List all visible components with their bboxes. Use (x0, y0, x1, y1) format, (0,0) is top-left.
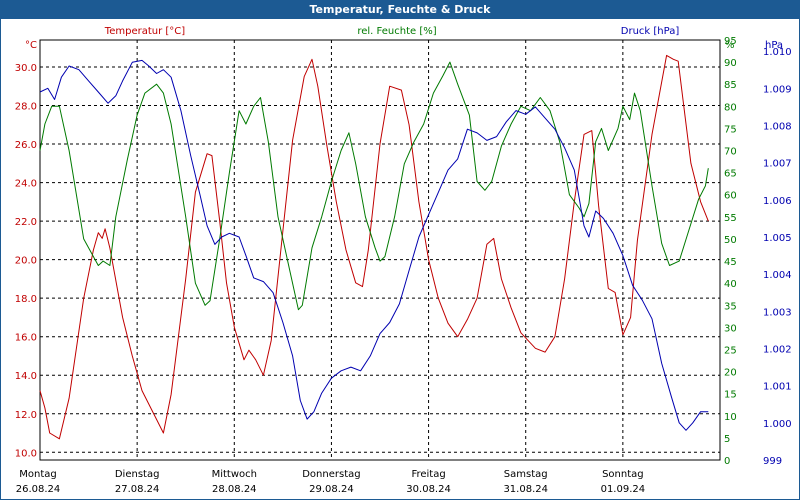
humidity-tick-label: 85 (724, 80, 737, 91)
date-label: 31.08.24 (503, 484, 548, 495)
temperature-tick-label: 16.0 (15, 333, 37, 344)
temperature-tick-label: 14.0 (15, 371, 37, 382)
pressure-tick-label: 1.000 (763, 419, 792, 430)
date-label: 30.08.24 (406, 484, 451, 495)
axis-labels: 10.0 12.0 14.0 16.0 18.0 20.0 22.0 24.0 26.0 28.0… (15, 26, 792, 495)
day-label: Freitag (411, 469, 445, 480)
date-label: 26.08.24 (16, 484, 61, 495)
humidity-tick-label: 55 (724, 213, 737, 224)
humidity-tick-label: 95 (724, 36, 737, 47)
day-label: Samstag (504, 469, 548, 480)
pressure-tick-label: 1.007 (763, 159, 792, 170)
date-label: 01.09.24 (601, 484, 646, 495)
humidity-tick-label: 70 (724, 147, 737, 158)
series-line-temperature (39, 54, 709, 440)
temperature-tick-label: 22.0 (15, 217, 37, 228)
pressure-tick-label: 1.001 (763, 382, 792, 393)
pressure-tick-label: 999 (763, 456, 782, 467)
temperature-tick-label: 30.0 (15, 63, 37, 74)
day-label: Dienstag (115, 469, 160, 480)
humidity-tick-label: 10 (724, 412, 737, 423)
humidity-tick-label: 75 (724, 124, 737, 135)
pressure-tick-label: 1.008 (763, 121, 792, 132)
humidity-tick-label: 15 (724, 390, 737, 401)
temperature-tick-label: 20.0 (15, 256, 37, 267)
humidity-tick-label: 45 (724, 257, 737, 268)
humidity-tick-label: 90 (724, 58, 737, 69)
legend-pressure: Druck [hPa] (621, 26, 680, 37)
humidity-tick-label: 35 (724, 301, 737, 312)
pressure-tick-label: 1.002 (763, 344, 792, 355)
day-label: Mittwoch (212, 469, 257, 480)
series-line-pressure (39, 59, 709, 431)
series-lines (39, 54, 709, 440)
temperature-tick-label: 24.0 (15, 179, 37, 190)
humidity-tick-label: 80 (724, 102, 737, 113)
legend-temperature: Temperatur [°C] (104, 26, 185, 37)
temperature-tick-label: 12.0 (15, 410, 37, 421)
humidity-tick-label: 30 (724, 323, 737, 334)
temperature-tick-label: 18.0 (15, 294, 37, 305)
humidity-tick-label: 0 (724, 456, 730, 467)
day-label: Montag (19, 469, 56, 480)
pressure-tick-label: 1.003 (763, 307, 792, 318)
temperature-tick-label: 28.0 (15, 102, 37, 113)
pressure-unit: hPa (765, 40, 783, 51)
day-label: Sonntag (602, 469, 644, 480)
humidity-tick-label: 40 (724, 279, 737, 290)
temperature-unit: °C (25, 40, 37, 51)
humidity-unit: % (725, 40, 735, 51)
temperature-tick-label: 26.0 (15, 140, 37, 151)
pressure-tick-label: 1.006 (763, 196, 792, 207)
plot-frame (39, 39, 721, 461)
series-line-humidity (39, 61, 709, 311)
humidity-tick-label: 25 (724, 345, 737, 356)
humidity-tick-label: 20 (724, 368, 737, 379)
pressure-tick-label: 1.010 (763, 47, 792, 58)
date-label: 29.08.24 (309, 484, 354, 495)
pressure-tick-label: 1.004 (763, 270, 792, 281)
humidity-tick-label: 50 (724, 235, 737, 246)
pressure-tick-label: 1.009 (763, 84, 792, 95)
date-label: 28.08.24 (212, 484, 257, 495)
humidity-tick-label: 5 (724, 434, 730, 445)
legend-humidity: rel. Feuchte [%] (357, 26, 436, 37)
window-title: Temperatur, Feuchte & Druck (0, 0, 800, 19)
grid (39, 39, 721, 461)
day-label: Donnerstag (302, 469, 360, 480)
temperature-tick-label: 10.0 (15, 448, 37, 459)
humidity-tick-label: 65 (724, 169, 737, 180)
date-label: 27.08.24 (115, 484, 160, 495)
pressure-tick-label: 1.005 (763, 233, 792, 244)
humidity-tick-label: 60 (724, 191, 737, 202)
